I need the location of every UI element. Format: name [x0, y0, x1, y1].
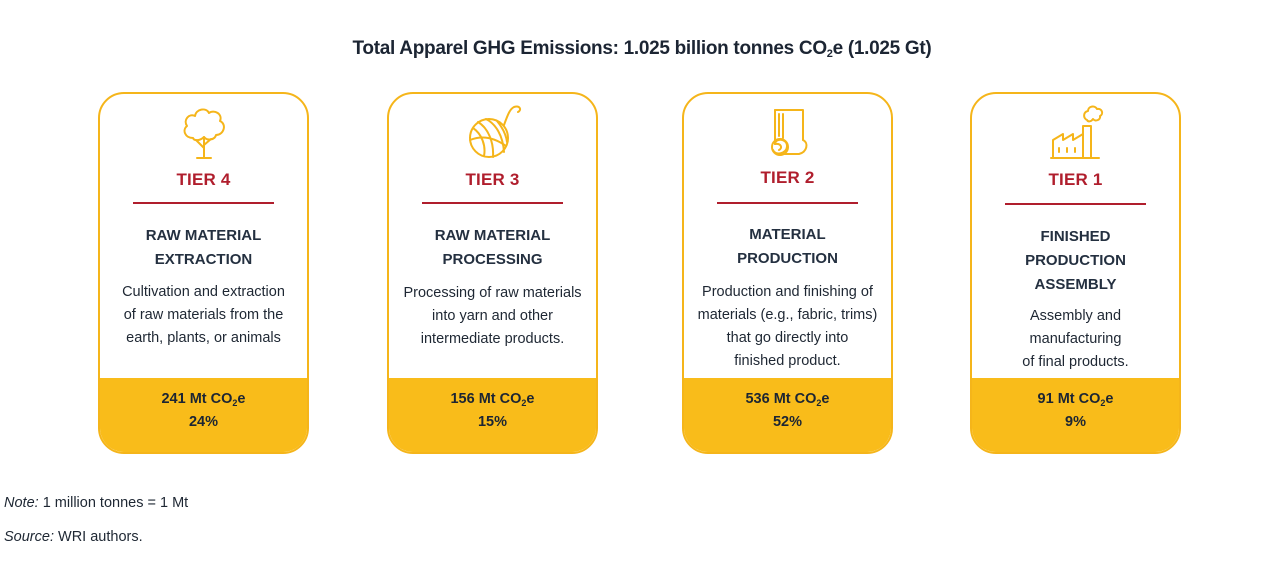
- emissions-share: 15%: [477, 414, 508, 430]
- tier-heading-line: PRODUCTION: [737, 250, 838, 267]
- tier-label: TIER 2: [760, 168, 815, 187]
- tier-description: Assembly and manufacturing of final prod…: [984, 305, 1167, 374]
- note-label: Note:: [4, 495, 39, 511]
- tier-description-line: Processing of raw materials: [403, 285, 582, 301]
- title-subscript: 2: [826, 48, 833, 60]
- emissions-number: 156 Mt CO: [450, 391, 522, 407]
- tier-heading: RAW MATERIAL EXTRACTION: [110, 224, 297, 272]
- emissions-subscript: 2: [1100, 398, 1106, 408]
- fabric-roll-icon: [757, 100, 819, 162]
- tier-description-line: Cultivation and extraction: [122, 284, 285, 300]
- title-suffix: e (1.025 Gt): [832, 38, 932, 59]
- tier-card-1: TIER 1 FINISHED PRODUCTION ASSEMBLY Asse…: [970, 92, 1181, 454]
- emissions-suffix: e: [1105, 391, 1114, 407]
- emissions-value: 536 Mt CO2e: [684, 389, 891, 413]
- emissions-suffix: e: [526, 391, 535, 407]
- factory-icon: [1045, 100, 1107, 162]
- tier-heading-line: RAW MATERIAL: [145, 227, 262, 244]
- title-prefix: Total Apparel GHG Emissions: 1.025 billi…: [352, 38, 828, 59]
- tier-label: TIER 3: [465, 170, 520, 189]
- emissions-share: 52%: [772, 414, 803, 430]
- source-label: Source:: [4, 529, 54, 545]
- emissions-share: 9%: [1065, 414, 1086, 430]
- emissions-share: 24%: [188, 414, 219, 430]
- tier-description: Processing of raw materials into yarn an…: [401, 282, 584, 351]
- tier-heading: RAW MATERIAL PROCESSING: [399, 224, 586, 272]
- source: Source: WRI authors.: [4, 529, 143, 545]
- emissions-value: 241 Mt CO2e: [100, 389, 307, 413]
- note: Note: 1 million tonnes = 1 Mt: [4, 495, 188, 511]
- tier-description-line: finished product.: [734, 353, 841, 369]
- tier-label: TIER 1: [1048, 170, 1103, 189]
- emissions-panel: 91 Mt CO2e 9%: [972, 378, 1179, 452]
- tier-description: Cultivation and extraction of raw materi…: [112, 281, 295, 350]
- tier-card-3: TIER 3 RAW MATERIAL PROCESSING Processin…: [387, 92, 598, 454]
- emissions-subscript: 2: [521, 398, 527, 408]
- tier-heading-line: MATERIAL: [749, 226, 826, 243]
- tier-description-line: earth, plants, or animals: [126, 330, 281, 346]
- tier-heading-line: RAW MATERIAL: [434, 227, 551, 244]
- chart-title: Total Apparel GHG Emissions: 1.025 billi…: [0, 38, 1280, 60]
- tier-description-line: that go directly into: [726, 330, 849, 346]
- tier-card-4: TIER 4 RAW MATERIAL EXTRACTION Cultivati…: [98, 92, 309, 454]
- tier-heading: FINISHED PRODUCTION ASSEMBLY: [982, 225, 1169, 297]
- tier-divider: [717, 202, 858, 204]
- emissions-suffix: e: [237, 391, 246, 407]
- tier-description-line: of raw materials from the: [123, 307, 284, 323]
- tier-divider: [422, 202, 563, 204]
- emissions-number: 241 Mt CO: [161, 391, 233, 407]
- emissions-panel: 241 Mt CO2e 24%: [100, 378, 307, 452]
- tier-description-line: intermediate products.: [420, 331, 565, 347]
- emissions-value: 156 Mt CO2e: [389, 389, 596, 413]
- tier-divider: [133, 202, 274, 204]
- tier-heading: MATERIAL PRODUCTION: [694, 223, 881, 271]
- tier-description-line: of final products.: [1022, 354, 1129, 370]
- tier-heading-line: FINISHED: [1040, 228, 1111, 245]
- tier-description-line: Production and finishing of: [702, 284, 873, 300]
- note-text: 1 million tonnes = 1 Mt: [38, 495, 189, 511]
- emissions-number: 536 Mt CO: [745, 391, 817, 407]
- emissions-number: 91 Mt CO: [1037, 391, 1101, 407]
- tier-description-line: Assembly and manufacturing: [1029, 308, 1122, 347]
- emissions-value: 91 Mt CO2e: [972, 389, 1179, 413]
- emissions-suffix: e: [821, 391, 830, 407]
- tier-description-line: into yarn and other: [432, 308, 553, 324]
- tier-heading-line: PRODUCTION: [1025, 252, 1126, 269]
- tier-description-line: materials (e.g., fabric, trims): [697, 307, 878, 323]
- cotton-plant-icon: [173, 100, 235, 162]
- tier-label: TIER 4: [176, 170, 231, 189]
- tier-divider: [1005, 203, 1146, 205]
- emissions-subscript: 2: [816, 398, 822, 408]
- tier-heading-line: EXTRACTION: [154, 251, 253, 268]
- tier-heading-line: PROCESSING: [442, 251, 543, 268]
- source-text: WRI authors.: [53, 529, 143, 545]
- tier-card-2: TIER 2 MATERIAL PRODUCTION Production an…: [682, 92, 893, 454]
- yarn-ball-icon: [462, 100, 524, 162]
- emissions-panel: 536 Mt CO2e 52%: [684, 378, 891, 452]
- emissions-panel: 156 Mt CO2e 15%: [389, 378, 596, 452]
- emissions-subscript: 2: [232, 398, 238, 408]
- tier-description: Production and finishing of materials (e…: [696, 281, 879, 373]
- tier-heading-line: ASSEMBLY: [1034, 276, 1117, 293]
